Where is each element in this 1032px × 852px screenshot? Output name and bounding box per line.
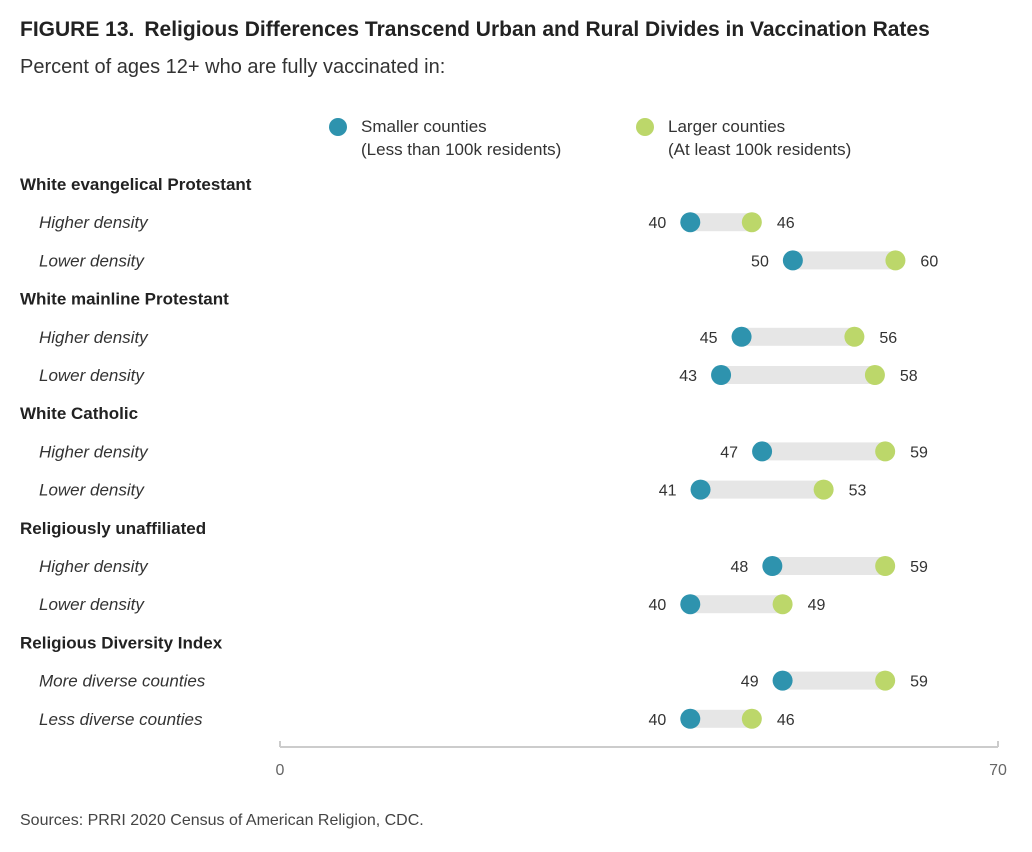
x-tick-label: 0	[276, 762, 285, 779]
chart-title-text: Religious Differences Transcend Urban an…	[144, 18, 930, 41]
row-label: Lower density	[39, 366, 145, 385]
point-smaller	[762, 556, 783, 576]
point-larger	[741, 708, 762, 729]
point-larger	[844, 326, 865, 347]
value-label-smaller: 40	[648, 597, 666, 614]
row-label: Lower density	[39, 595, 145, 614]
row-label: Lower density	[39, 251, 145, 270]
value-label-larger: 58	[900, 368, 918, 385]
value-label-smaller: 40	[648, 215, 666, 232]
group-label: White mainline Protestant	[20, 290, 229, 309]
group-label: Religious Diversity Index	[20, 633, 223, 652]
point-smaller	[752, 441, 773, 462]
legend-sublabel-smaller: (Less than 100k residents)	[361, 140, 561, 159]
value-label-larger: 56	[879, 330, 897, 347]
group-label: White evangelical Protestant	[20, 175, 252, 194]
value-label-smaller: 49	[741, 674, 759, 691]
value-label-larger: 49	[808, 597, 826, 614]
value-label-larger: 59	[910, 444, 928, 461]
point-smaller	[690, 479, 711, 500]
point-smaller	[711, 365, 732, 385]
connector-bar	[721, 366, 875, 384]
point-larger	[864, 365, 885, 385]
connector-bar	[782, 671, 886, 690]
point-larger	[741, 212, 762, 233]
value-label-larger: 60	[920, 253, 938, 270]
point-larger	[875, 441, 896, 462]
figure-number: FIGURE 13.	[20, 18, 135, 41]
value-label-larger: 46	[777, 215, 795, 232]
connector-bar	[690, 213, 752, 232]
connector-bar	[690, 709, 752, 728]
legend-marker-smaller	[329, 118, 347, 136]
point-smaller	[680, 594, 701, 615]
connector-bar	[700, 480, 824, 499]
chart-subtitle: Percent of ages 12+ who are fully vaccin…	[20, 56, 446, 78]
value-label-smaller: 50	[751, 253, 769, 270]
value-label-smaller: 40	[648, 712, 666, 729]
connector-bar	[690, 595, 783, 614]
connector-bar	[792, 251, 896, 270]
point-smaller	[772, 670, 793, 691]
point-larger	[875, 556, 896, 576]
row-label: More diverse counties	[39, 672, 206, 691]
value-label-larger: 53	[849, 483, 867, 500]
value-label-larger: 46	[777, 712, 795, 729]
row-label: Lower density	[39, 481, 145, 500]
row-label: Higher density	[39, 442, 149, 461]
point-larger	[875, 670, 896, 691]
row-label: Higher density	[39, 557, 149, 576]
row-label: Less diverse counties	[39, 710, 203, 729]
value-label-larger: 59	[910, 559, 928, 576]
legend-sublabel-larger: (At least 100k residents)	[668, 140, 851, 159]
value-label-larger: 59	[910, 674, 928, 691]
row-label: Higher density	[39, 328, 149, 347]
point-smaller	[731, 326, 752, 347]
chart-title: FIGURE 13. Religious Differences Transcen…	[20, 18, 930, 42]
connector-bar	[741, 327, 855, 346]
value-label-smaller: 45	[700, 330, 718, 347]
row-label: Higher density	[39, 213, 149, 232]
connector-bar	[772, 557, 886, 575]
legend-label-larger: Larger counties	[668, 117, 785, 136]
point-larger	[885, 250, 906, 271]
connector-bar	[762, 442, 886, 461]
point-larger	[813, 479, 834, 500]
value-label-smaller: 48	[731, 559, 749, 576]
source-note: Sources: PRRI 2020 Census of American Re…	[20, 812, 424, 829]
group-label: White Catholic	[20, 404, 138, 423]
legend-label-smaller: Smaller counties	[361, 117, 487, 136]
group-label: Religiously unaffiliated	[20, 519, 206, 538]
value-label-smaller: 47	[720, 444, 738, 461]
legend-marker-larger	[636, 118, 654, 136]
value-label-smaller: 43	[679, 368, 697, 385]
point-larger	[772, 594, 793, 615]
value-label-smaller: 41	[659, 483, 677, 500]
point-smaller	[680, 708, 701, 729]
point-smaller	[782, 250, 803, 271]
x-tick-label: 70	[989, 762, 1007, 779]
point-smaller	[680, 212, 701, 233]
